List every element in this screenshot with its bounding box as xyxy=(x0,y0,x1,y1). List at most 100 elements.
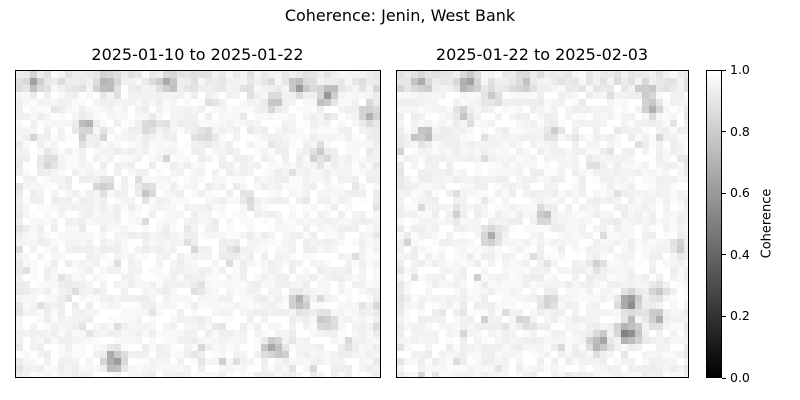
heatmap-cell xyxy=(296,148,303,155)
heatmap-cell xyxy=(114,211,121,218)
heatmap-cell xyxy=(44,351,51,358)
heatmap-cell xyxy=(44,372,51,377)
heatmap-cell xyxy=(23,92,30,99)
heatmap-cell xyxy=(593,78,600,85)
heatmap-cell xyxy=(432,302,439,309)
heatmap-cell xyxy=(93,183,100,190)
heatmap-cell xyxy=(275,148,282,155)
heatmap-cell xyxy=(268,141,275,148)
heatmap-cell xyxy=(296,344,303,351)
heatmap-cell xyxy=(86,113,93,120)
heatmap-cell xyxy=(404,71,411,78)
heatmap-cell xyxy=(404,253,411,260)
heatmap-cell xyxy=(345,302,352,309)
heatmap-cell xyxy=(656,197,663,204)
heatmap-cell xyxy=(411,190,418,197)
heatmap-cell xyxy=(558,134,565,141)
heatmap-cell xyxy=(240,218,247,225)
heatmap-cell xyxy=(345,372,352,377)
heatmap-cell xyxy=(261,113,268,120)
heatmap-cell xyxy=(100,99,107,106)
heatmap-cell xyxy=(100,302,107,309)
heatmap-cell xyxy=(366,78,373,85)
heatmap-cell xyxy=(663,162,670,169)
heatmap-cell xyxy=(191,211,198,218)
heatmap-cell xyxy=(488,197,495,204)
heatmap-cell xyxy=(247,288,254,295)
heatmap-cell xyxy=(411,197,418,204)
heatmap-cell xyxy=(128,267,135,274)
heatmap-cell xyxy=(397,344,404,351)
heatmap-cell xyxy=(170,337,177,344)
heatmap-cell xyxy=(530,309,537,316)
heatmap-cell xyxy=(439,155,446,162)
heatmap-cell xyxy=(446,162,453,169)
heatmap-cell xyxy=(44,232,51,239)
heatmap-cell xyxy=(495,134,502,141)
heatmap-cell xyxy=(565,92,572,99)
heatmap-cell xyxy=(163,337,170,344)
heatmap-cell xyxy=(233,134,240,141)
heatmap-cell xyxy=(670,148,677,155)
heatmap-cell xyxy=(44,323,51,330)
heatmap-cell xyxy=(670,253,677,260)
heatmap-cell xyxy=(184,162,191,169)
heatmap-cell xyxy=(93,232,100,239)
heatmap-cell xyxy=(23,176,30,183)
heatmap-cell xyxy=(366,127,373,134)
heatmap-cell xyxy=(226,120,233,127)
heatmap-cell xyxy=(275,260,282,267)
heatmap-cell xyxy=(565,337,572,344)
heatmap-cell xyxy=(495,155,502,162)
heatmap-cell xyxy=(600,176,607,183)
heatmap-cell xyxy=(226,169,233,176)
heatmap-cell xyxy=(488,365,495,372)
heatmap-cell xyxy=(628,295,635,302)
heatmap-cell xyxy=(16,288,23,295)
heatmap-cell xyxy=(359,155,366,162)
heatmap-cell xyxy=(551,155,558,162)
heatmap-cell xyxy=(317,169,324,176)
heatmap-cell xyxy=(572,267,579,274)
heatmap-cell xyxy=(614,162,621,169)
right-coherence-map xyxy=(396,70,689,378)
heatmap-cell xyxy=(16,204,23,211)
heatmap-cell xyxy=(677,323,684,330)
heatmap-cell xyxy=(198,295,205,302)
heatmap-cell xyxy=(30,225,37,232)
heatmap-cell xyxy=(656,176,663,183)
heatmap-cell xyxy=(233,176,240,183)
heatmap-cell xyxy=(418,302,425,309)
heatmap-cell xyxy=(446,358,453,365)
heatmap-cell xyxy=(530,71,537,78)
heatmap-cell xyxy=(121,113,128,120)
heatmap-cell xyxy=(317,372,324,377)
heatmap-cell xyxy=(142,358,149,365)
heatmap-cell xyxy=(149,239,156,246)
heatmap-cell xyxy=(317,344,324,351)
heatmap-cell xyxy=(502,162,509,169)
heatmap-cell xyxy=(352,120,359,127)
heatmap-cell xyxy=(79,372,86,377)
heatmap-cell xyxy=(135,211,142,218)
heatmap-cell xyxy=(474,169,481,176)
heatmap-cell xyxy=(324,190,331,197)
heatmap-cell xyxy=(16,232,23,239)
heatmap-cell xyxy=(240,267,247,274)
heatmap-cell xyxy=(373,155,380,162)
heatmap-cell xyxy=(184,316,191,323)
heatmap-cell xyxy=(446,211,453,218)
heatmap-cell xyxy=(303,365,310,372)
heatmap-cell xyxy=(121,148,128,155)
heatmap-cell xyxy=(100,155,107,162)
heatmap-cell xyxy=(58,127,65,134)
heatmap-cell xyxy=(649,323,656,330)
heatmap-cell xyxy=(303,323,310,330)
heatmap-cell xyxy=(544,141,551,148)
heatmap-cell xyxy=(72,169,79,176)
heatmap-cell xyxy=(467,120,474,127)
heatmap-cell xyxy=(254,148,261,155)
heatmap-cell xyxy=(453,127,460,134)
heatmap-cell xyxy=(404,211,411,218)
heatmap-cell xyxy=(44,295,51,302)
